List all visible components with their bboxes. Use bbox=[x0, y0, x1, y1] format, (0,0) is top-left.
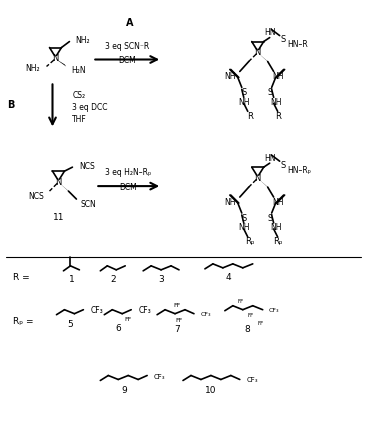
Text: 3 eq SCN⁻R: 3 eq SCN⁻R bbox=[105, 42, 149, 51]
Text: FF: FF bbox=[173, 303, 181, 307]
Polygon shape bbox=[258, 180, 269, 189]
Text: N: N bbox=[52, 54, 59, 63]
Text: NH: NH bbox=[224, 72, 236, 81]
Text: NH₂: NH₂ bbox=[25, 64, 40, 73]
Text: Rₚ =: Rₚ = bbox=[12, 316, 33, 325]
Text: CF₃: CF₃ bbox=[154, 373, 166, 378]
Text: HN: HN bbox=[264, 28, 275, 37]
Text: SCN: SCN bbox=[80, 199, 96, 208]
Text: 6: 6 bbox=[115, 323, 121, 332]
Text: 10: 10 bbox=[205, 385, 217, 394]
Text: CF₃: CF₃ bbox=[90, 306, 103, 314]
Text: R: R bbox=[275, 112, 281, 120]
Text: S: S bbox=[267, 88, 272, 97]
Text: 11: 11 bbox=[53, 212, 64, 221]
Polygon shape bbox=[56, 60, 66, 67]
Text: NH: NH bbox=[270, 223, 281, 232]
Text: 3: 3 bbox=[158, 275, 164, 284]
Text: FF: FF bbox=[238, 299, 244, 304]
Text: HN: HN bbox=[264, 153, 275, 162]
Polygon shape bbox=[59, 184, 69, 193]
Text: S: S bbox=[281, 35, 286, 44]
Text: NH: NH bbox=[238, 98, 250, 106]
Text: B: B bbox=[7, 100, 14, 110]
Text: 7: 7 bbox=[174, 325, 180, 333]
Text: HN–R: HN–R bbox=[288, 40, 308, 49]
Text: CS₂: CS₂ bbox=[72, 91, 86, 100]
Text: NH: NH bbox=[238, 223, 250, 232]
Text: DCM: DCM bbox=[118, 56, 136, 65]
Text: 8: 8 bbox=[244, 325, 250, 333]
Text: NCS: NCS bbox=[79, 161, 95, 170]
Text: S: S bbox=[267, 213, 272, 222]
Text: N: N bbox=[55, 177, 62, 186]
Text: A: A bbox=[127, 18, 134, 28]
Text: 3 eq DCC: 3 eq DCC bbox=[72, 102, 108, 112]
Text: 3 eq H₂N–Rₚ: 3 eq H₂N–Rₚ bbox=[105, 167, 151, 176]
Text: NH: NH bbox=[272, 197, 283, 206]
Text: CF₃: CF₃ bbox=[138, 306, 151, 314]
Text: NH: NH bbox=[270, 98, 281, 106]
Text: H₂N: H₂N bbox=[72, 66, 86, 75]
Text: 4: 4 bbox=[226, 273, 232, 282]
Polygon shape bbox=[258, 54, 269, 63]
Text: S: S bbox=[281, 160, 286, 169]
Text: S: S bbox=[241, 88, 246, 97]
Text: N: N bbox=[255, 173, 261, 182]
Text: Rₚ: Rₚ bbox=[273, 237, 282, 246]
Text: 9: 9 bbox=[121, 385, 127, 394]
Text: DCM: DCM bbox=[119, 182, 137, 191]
Text: FF: FF bbox=[248, 312, 254, 318]
Text: NH₂: NH₂ bbox=[75, 36, 90, 45]
Text: NCS: NCS bbox=[28, 191, 44, 200]
Text: CF₃: CF₃ bbox=[201, 311, 211, 317]
Text: Rₚ: Rₚ bbox=[245, 237, 254, 246]
Text: THF: THF bbox=[72, 115, 87, 124]
Text: 2: 2 bbox=[110, 275, 116, 284]
Text: NH: NH bbox=[272, 72, 283, 81]
Text: 5: 5 bbox=[68, 319, 73, 328]
Text: NH: NH bbox=[224, 197, 236, 206]
Text: HN–Rₚ: HN–Rₚ bbox=[288, 165, 312, 174]
Text: FF: FF bbox=[175, 318, 183, 322]
Text: FF: FF bbox=[258, 321, 264, 325]
Text: CF₃: CF₃ bbox=[247, 377, 258, 383]
Text: CF₃: CF₃ bbox=[269, 307, 279, 312]
Text: S: S bbox=[241, 213, 246, 222]
Text: R: R bbox=[247, 112, 253, 120]
Text: R =: R = bbox=[12, 273, 29, 282]
Text: N: N bbox=[255, 48, 261, 57]
Text: FF: FF bbox=[124, 317, 132, 321]
Text: 1: 1 bbox=[69, 275, 74, 284]
